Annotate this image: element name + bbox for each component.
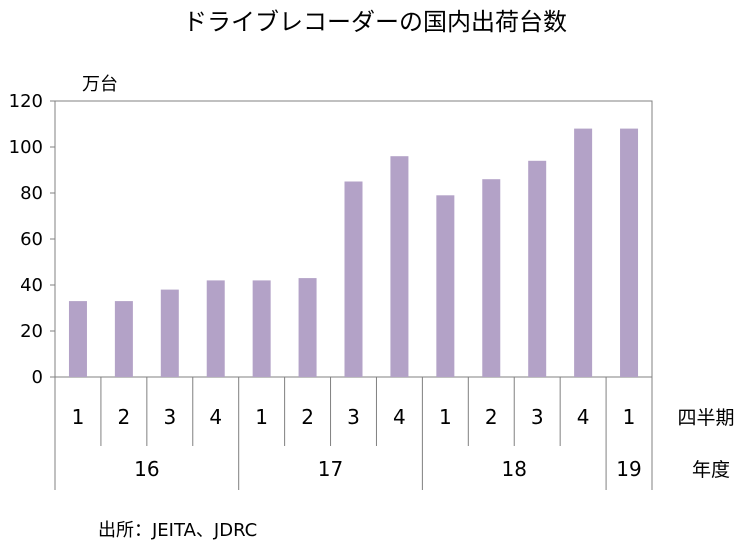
bar [160,289,179,377]
bar [206,280,225,377]
bar [482,179,501,377]
quarter-label: 3 [163,405,176,429]
bar [68,301,87,377]
quarter-label: 1 [623,405,636,429]
category-table: 1 2 3 4 1 2 3 4 1 2 3 4 1 16 17 18 19 [54,377,653,490]
year-label: 19 [616,457,641,481]
year-row-label: 年度 [692,459,730,481]
quarter-label: 4 [393,405,406,429]
bar [114,301,133,377]
bar [390,156,409,377]
quarter-label: 2 [301,405,314,429]
y-axis-unit-label: 万台 [82,74,118,95]
bar [252,280,271,377]
y-tick-label: 40 [20,275,43,296]
chart-title: ドライブレコーダーの国内出荷台数 [183,8,567,36]
y-tick-label: 0 [32,367,43,388]
y-tick-label: 120 [9,91,43,112]
quarter-row-label: 四半期 [677,407,734,429]
bar [436,195,455,377]
quarter-label: 1 [72,405,85,429]
quarter-label: 4 [577,405,590,429]
quarter-label: 1 [255,405,268,429]
bar [298,278,317,377]
year-label: 17 [318,457,343,481]
y-axis-ticks: 0 20 40 60 80 100 120 [9,91,55,388]
y-tick-label: 80 [20,183,43,204]
source-note: 出所：JEITA、JDRC [98,520,257,541]
quarter-label: 1 [439,405,452,429]
bar-series [68,128,639,377]
year-label: 16 [134,457,159,481]
bar [528,160,547,377]
y-tick-label: 20 [20,321,43,342]
y-tick-label: 60 [20,229,43,250]
bar [574,128,593,377]
year-label: 18 [502,457,527,481]
quarter-label: 4 [209,405,222,429]
bar [344,181,363,377]
quarter-label: 2 [118,405,131,429]
quarter-label: 3 [531,405,544,429]
bar [620,128,639,377]
y-tick-label: 100 [9,137,43,158]
quarter-label: 3 [347,405,360,429]
quarter-label: 2 [485,405,498,429]
